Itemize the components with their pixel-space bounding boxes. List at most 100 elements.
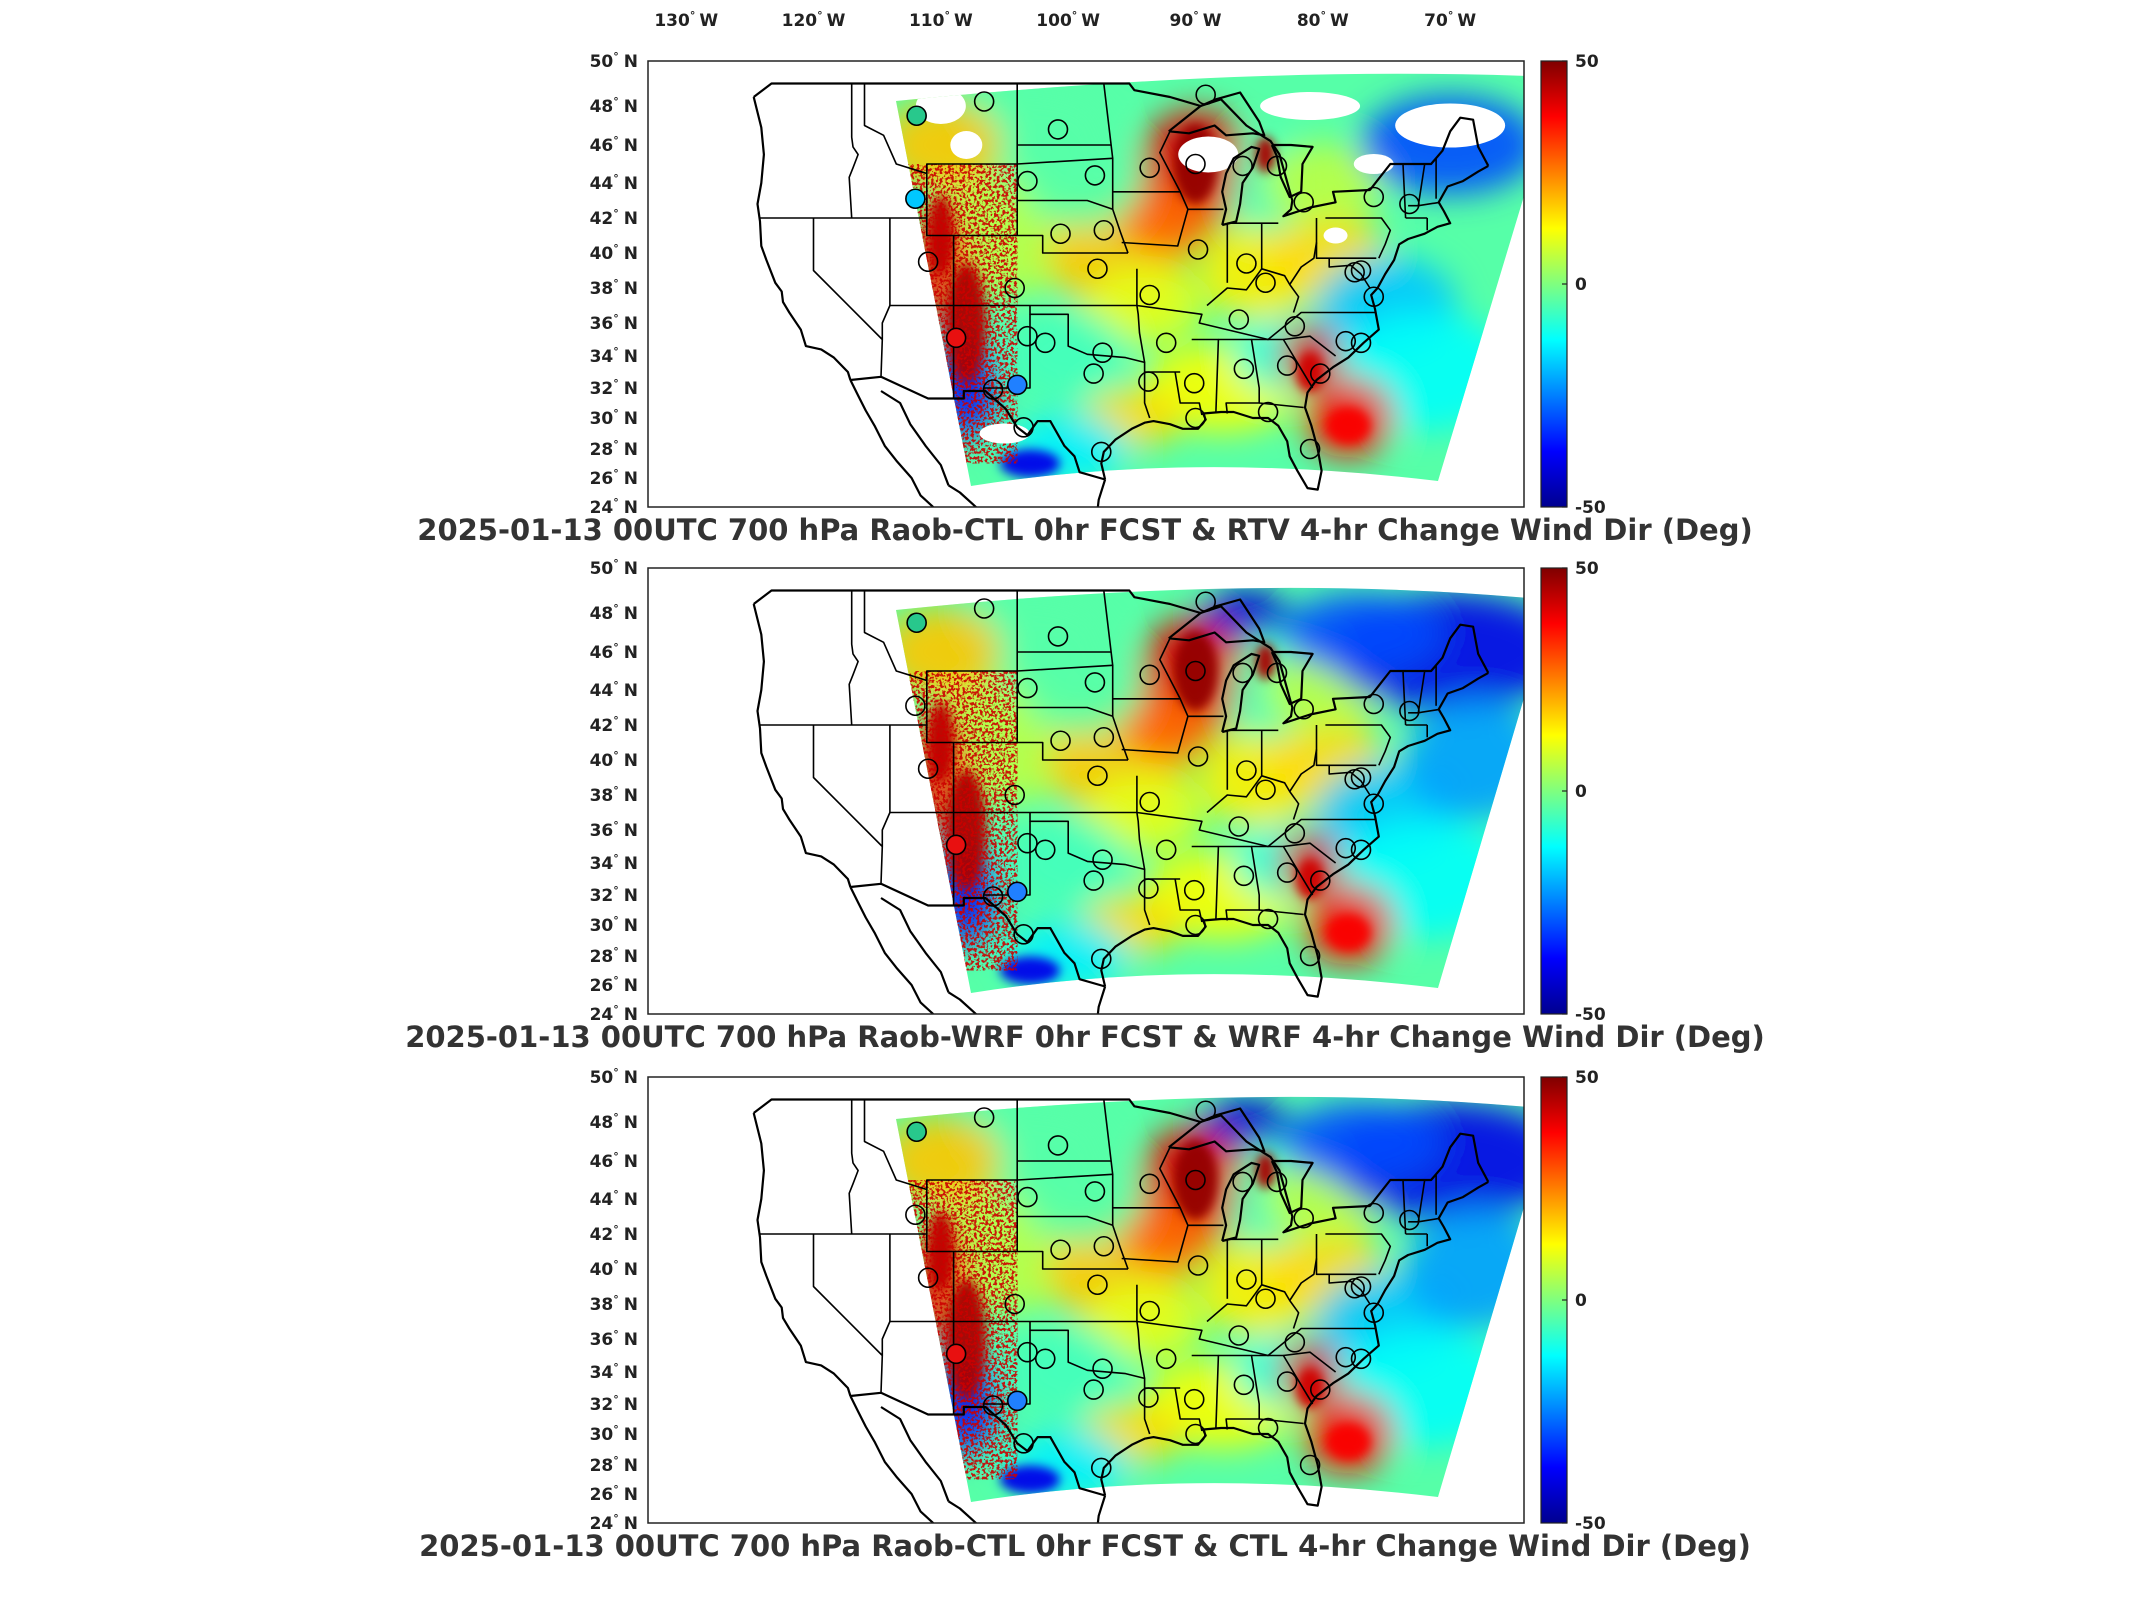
station-marker — [1293, 698, 1315, 720]
lat-tick-label: 32° N — [590, 1393, 638, 1415]
map-boundaries — [752, 82, 1490, 507]
station-marker — [1187, 239, 1209, 260]
station-marker — [1363, 286, 1385, 308]
station-marker — [1090, 948, 1112, 970]
lat-tick-label: 42° N — [590, 207, 638, 229]
station-marker — [1087, 258, 1108, 280]
station-marker — [1090, 441, 1112, 463]
station-marker — [1083, 1379, 1104, 1400]
station-marker — [1257, 908, 1279, 930]
axes-frame — [647, 567, 1525, 1015]
station-marker — [906, 1121, 927, 1143]
station-marker — [1185, 407, 1206, 429]
lat-tick-label: 26° N — [590, 1483, 638, 1505]
lat-tick-label: 34° N — [590, 1361, 638, 1383]
panel-title: 2025-01-13 00UTC 700 hPa Raob-CTL 0hr FC… — [419, 1529, 1751, 1563]
lat-tick-label: 34° N — [590, 345, 638, 367]
station-marker — [1087, 765, 1108, 787]
lat-tick-label: 44° N — [590, 1188, 638, 1210]
lat-tick-label: 32° N — [590, 884, 638, 906]
lat-tick-label: 36° N — [590, 819, 638, 841]
lat-tick-label: 32° N — [590, 377, 638, 399]
station-marker — [1309, 1379, 1331, 1400]
panel-title: 2025-01-13 00UTC 700 hPa Raob-CTL 0hr FC… — [417, 513, 1752, 547]
lat-tick-label: 44° N — [590, 172, 638, 194]
station-marker — [1232, 155, 1253, 177]
lat-tick-label: 48° N — [590, 1111, 638, 1133]
station-marker — [905, 695, 926, 717]
lat-tick-label: 38° N — [590, 1293, 638, 1315]
map-boundaries — [752, 1098, 1490, 1523]
station-marker — [1017, 832, 1038, 854]
station-marker — [1185, 1169, 1206, 1191]
station-marker — [1139, 1173, 1160, 1195]
lat-tick-label: 40° N — [590, 1258, 638, 1280]
lat-tick-label: 46° N — [590, 134, 638, 156]
map-panel-ctl: 50° N 48° N 46° N 44° N 42° N 40° N 38° N 36° N 34° N 32° N… — [419, 1066, 1751, 1563]
station-marker — [1228, 816, 1250, 837]
station-marker — [1092, 1358, 1113, 1379]
station-marker — [1363, 1202, 1385, 1224]
lat-tick-labels: 50° N 48° N 46° N 44° N 42° N 40° N 38° N 36° N 34° N 32° N… — [590, 557, 638, 1025]
station-marker — [1187, 1255, 1209, 1276]
station-marker — [982, 1395, 1004, 1416]
colorbar: 50 0 -50 — [1540, 52, 1606, 518]
station-marker — [1017, 1186, 1038, 1208]
lat-tick-label: 40° N — [590, 749, 638, 771]
station-marker — [1255, 272, 1276, 294]
map-panel-wrf: 50° N 48° N 46° N 44° N 42° N 40° N 38° N 36° N 34° N 32° N… — [405, 557, 1765, 1054]
station-marker — [1233, 358, 1255, 380]
station-marker — [1084, 165, 1106, 186]
station-marker — [1363, 793, 1385, 815]
lat-tick-label: 50° N — [590, 1066, 638, 1088]
station-marker — [1013, 1433, 1034, 1454]
station-marker — [1228, 309, 1250, 330]
station-marker — [973, 598, 995, 619]
station-marker — [1047, 1135, 1069, 1156]
station-marker — [1232, 662, 1253, 684]
station-marker — [1255, 1288, 1276, 1310]
station-marker — [1013, 923, 1034, 945]
colorbar-tick-label: -50 — [1575, 498, 1606, 518]
station-marker — [1299, 1454, 1321, 1476]
lat-tick-labels: 50° N 48° N 46° N 44° N 42° N 40° N 38° N 36° N 34° N 32° N… — [590, 50, 638, 518]
station-marker — [1139, 157, 1160, 179]
station-marker — [1236, 1269, 1257, 1290]
station-marker — [1293, 191, 1315, 213]
station-marker — [1299, 945, 1321, 967]
lat-tick-label: 50° N — [590, 50, 638, 72]
station-marker — [982, 379, 1004, 400]
lon-tick-label: 90° W — [1170, 9, 1222, 31]
station-marker — [973, 1107, 995, 1128]
raob-stations — [905, 1100, 1420, 1479]
lat-tick-label: 24° N — [590, 496, 638, 518]
lat-tick-label: 30° N — [590, 407, 638, 429]
station-marker — [1350, 332, 1372, 354]
station-marker — [1087, 1274, 1108, 1296]
colorbar-tick-label: 0 — [1575, 1291, 1587, 1311]
station-marker — [1236, 253, 1257, 274]
station-marker — [1399, 1209, 1420, 1231]
station-marker — [1093, 1235, 1115, 1257]
lat-tick-labels: 50° N 48° N 46° N 44° N 42° N 40° N 38° N 36° N 34° N 32° N… — [590, 1066, 638, 1534]
axes-frame — [647, 60, 1525, 508]
station-marker — [917, 251, 939, 273]
colorbar: 50 0 -50 — [1540, 1068, 1606, 1534]
colorbar-tick-label: -50 — [1575, 1005, 1606, 1025]
station-marker — [1299, 438, 1321, 460]
station-marker — [1006, 374, 1028, 396]
lat-tick-label: 26° N — [590, 974, 638, 996]
station-marker — [1050, 1239, 1071, 1261]
station-marker — [1006, 881, 1028, 903]
lat-tick-label: 28° N — [590, 945, 638, 967]
station-marker — [1335, 837, 1357, 859]
station-marker — [1139, 284, 1160, 306]
station-marker — [1013, 416, 1034, 438]
station-marker — [945, 327, 967, 349]
station-marker — [1017, 325, 1038, 347]
station-marker — [982, 886, 1004, 907]
station-marker — [1185, 153, 1206, 175]
station-marker — [1017, 1341, 1038, 1363]
panel-title: 2025-01-13 00UTC 700 hPa Raob-WRF 0hr FC… — [405, 1020, 1765, 1054]
